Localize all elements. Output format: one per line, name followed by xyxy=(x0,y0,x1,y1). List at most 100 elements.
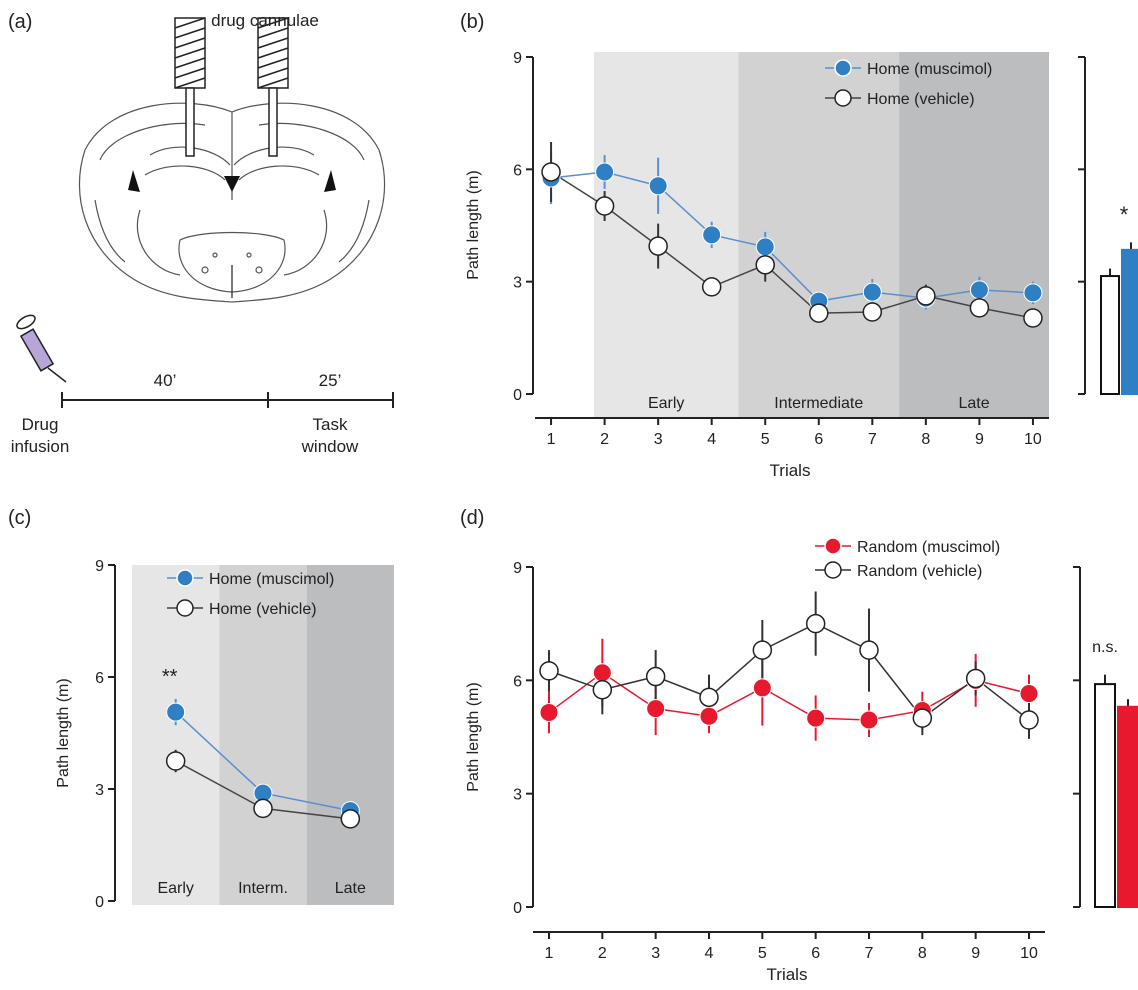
data-point xyxy=(862,302,883,322)
significance-label: * xyxy=(1120,202,1129,227)
data-point xyxy=(541,162,561,182)
data-point xyxy=(752,640,773,660)
x-axis-title: Trials xyxy=(770,461,811,480)
x-tick-label: 5 xyxy=(758,945,767,962)
data-point xyxy=(648,176,668,196)
x-tick-label: 7 xyxy=(868,431,877,448)
y-tick-label: 0 xyxy=(513,387,522,404)
data-point xyxy=(594,196,615,216)
y-tick-label: 3 xyxy=(513,787,522,804)
data-point xyxy=(166,702,186,722)
panel-label: (c) xyxy=(8,507,31,529)
x-tick-label: 3 xyxy=(651,945,660,962)
ventricle xyxy=(128,170,336,192)
data-point xyxy=(969,280,989,300)
data-point xyxy=(645,666,666,687)
x-tick-label: 1 xyxy=(547,431,556,448)
legend-label: Home (vehicle) xyxy=(867,91,975,108)
bar xyxy=(1117,705,1138,908)
legend-marker xyxy=(824,561,842,579)
bar xyxy=(1100,275,1120,395)
legend-label: Home (vehicle) xyxy=(209,601,317,618)
legend-marker xyxy=(824,537,842,555)
regions: Early Interm. Late xyxy=(132,565,394,905)
data-point xyxy=(805,613,826,634)
data-point xyxy=(592,663,612,683)
data-point xyxy=(648,236,668,256)
y-tick-label: 6 xyxy=(513,673,522,690)
y-axis-title: Path length (m) xyxy=(55,678,72,787)
panel-label: (d) xyxy=(460,507,484,529)
data-point xyxy=(699,687,719,708)
x-tick-label: Late xyxy=(335,880,366,897)
data-point xyxy=(595,162,615,182)
phase-region xyxy=(132,565,220,905)
legend-marker xyxy=(834,59,852,77)
x-tick-label: Early xyxy=(157,880,193,897)
data-point xyxy=(752,678,772,698)
x-tick-label: 6 xyxy=(814,431,823,448)
y-tick-label: 6 xyxy=(95,670,104,687)
y-tick-label: 9 xyxy=(95,558,104,575)
y-tick-label: 0 xyxy=(513,900,522,917)
series-line xyxy=(548,671,1030,721)
phase-label: Early xyxy=(648,395,684,412)
data-point xyxy=(862,282,882,302)
timeline xyxy=(61,392,394,408)
series-line xyxy=(550,171,1033,302)
x-tick-label: 8 xyxy=(918,945,927,962)
syringe-icon xyxy=(16,314,67,383)
legend-label: Random (muscimol) xyxy=(857,539,1000,556)
phase-label: Late xyxy=(958,395,989,412)
y-tick-label: 6 xyxy=(513,162,522,179)
data-point xyxy=(965,668,986,689)
data-point xyxy=(701,277,722,297)
series-line xyxy=(548,622,1030,721)
significance-label: ** xyxy=(162,666,178,688)
y-tick-label: 0 xyxy=(95,894,104,911)
data-point xyxy=(859,640,879,660)
data-point xyxy=(859,710,879,730)
duration-label: 40’ xyxy=(154,371,177,390)
legend-label: Home (muscimol) xyxy=(867,61,992,78)
x-tick-label: 10 xyxy=(1020,945,1038,962)
x-tick-label: Interm. xyxy=(238,880,288,897)
data-point xyxy=(1023,283,1043,303)
y-tick-label: 9 xyxy=(513,560,522,577)
legend-label: Random (vehicle) xyxy=(857,563,982,580)
significance-label: n.s. xyxy=(1092,639,1118,656)
data-point xyxy=(699,706,719,726)
x-tick-label: 4 xyxy=(707,431,716,448)
x-tick-label: 5 xyxy=(761,431,770,448)
data-point xyxy=(755,237,775,257)
panel-label: (b) xyxy=(460,11,484,33)
data-point xyxy=(969,298,990,318)
data-point xyxy=(1019,684,1039,704)
x-tick-label: 7 xyxy=(865,945,874,962)
x-tick-label: 3 xyxy=(654,431,663,448)
data-point xyxy=(912,708,933,728)
y-axis-title: Path length (m) xyxy=(465,682,482,791)
bar xyxy=(1094,683,1116,908)
data-point xyxy=(1019,710,1039,730)
x-tick-label: 10 xyxy=(1024,431,1042,448)
x-tick-label: 1 xyxy=(545,945,554,962)
event-label: Drug infusion xyxy=(10,415,70,456)
data-point xyxy=(340,809,361,829)
data-point xyxy=(916,286,936,306)
legend-marker xyxy=(834,89,852,107)
data-point xyxy=(539,661,559,681)
data-point xyxy=(253,798,273,819)
x-tick-label: 9 xyxy=(975,431,984,448)
x-tick-label: 8 xyxy=(921,431,930,448)
phase-region xyxy=(219,565,307,905)
y-axis-title: Path length (m) xyxy=(465,170,482,279)
x-tick-label: 2 xyxy=(600,431,609,448)
event-label: Task window xyxy=(301,415,359,456)
x-axis-title: Trials xyxy=(767,965,808,984)
y-tick-label: 3 xyxy=(513,275,522,292)
data-point xyxy=(539,702,559,722)
cannulae-label: drug cannulae xyxy=(211,11,319,30)
bar xyxy=(1121,248,1138,395)
